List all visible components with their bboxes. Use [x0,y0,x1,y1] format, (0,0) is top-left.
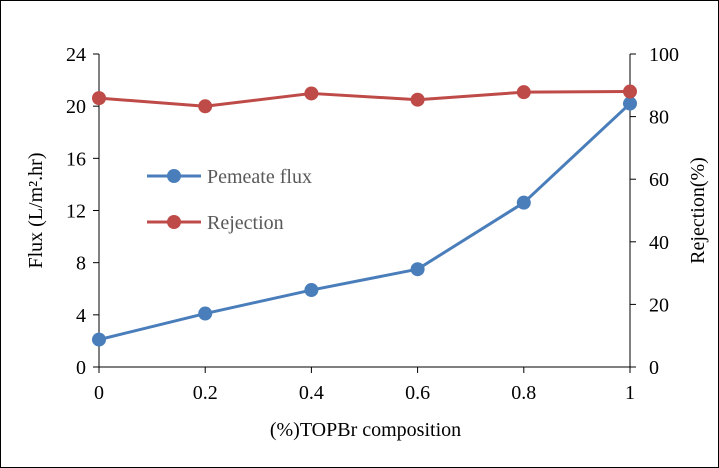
flux-point [516,195,531,210]
y2-tick-label: 80 [649,107,669,129]
y-tick-label: 16 [66,148,86,170]
flux-point [304,283,319,298]
flux-point [410,262,425,277]
y2-tick-label: 100 [649,44,679,66]
chart-legend: Pemeate flux Rejection [147,166,312,234]
flux-point [92,332,106,347]
rejection-point [92,91,106,106]
x-tick-label: 1 [625,382,635,404]
y-tick-label: 24 [66,44,86,66]
chart-series [92,84,637,347]
y2-tick-label: 40 [649,232,669,254]
rejection-point [410,92,425,107]
rejection-point [198,99,213,114]
legend-label: Pemeate flux [207,166,312,188]
y-tick-label: 12 [66,201,86,223]
series-line-rejection [98,90,631,108]
y2-tick-label: 60 [649,169,669,191]
x-tick-label: 0 [94,382,104,404]
legend-swatch-marker [167,169,181,183]
rejection-point [516,85,531,100]
y-tick-label: 20 [66,96,86,118]
y-tick-label: 4 [76,305,86,327]
x-axis-title: (%)TOPBr composition [270,419,461,441]
series-line-flux [98,102,632,342]
x-tick-label: 0.4 [299,382,324,404]
x-tick-label: 0.6 [405,382,430,404]
legend-label: Rejection [207,212,284,234]
flux-point [623,96,637,111]
rejection-point [304,86,319,101]
y2-tick-label: 20 [649,294,669,316]
y-tick-label: 8 [76,253,86,275]
y2-axis-title: Rejection(%) [687,157,709,264]
y-axis-title: Flux (L/m².hr) [25,153,47,269]
y2-tick-label: 0 [649,357,659,379]
chart-axes: 0 4 8 12 16 20 24 0 20 40 60 80 100 0 0.2 0.4 0.6 0.8 1 [66,44,679,404]
y-tick-label: 0 [76,357,86,379]
rejection-point [623,84,637,99]
legend-swatch-marker [167,215,181,229]
x-tick-label: 0.2 [193,382,218,404]
x-tick-label: 0.8 [511,382,536,404]
flux-point [198,306,213,321]
